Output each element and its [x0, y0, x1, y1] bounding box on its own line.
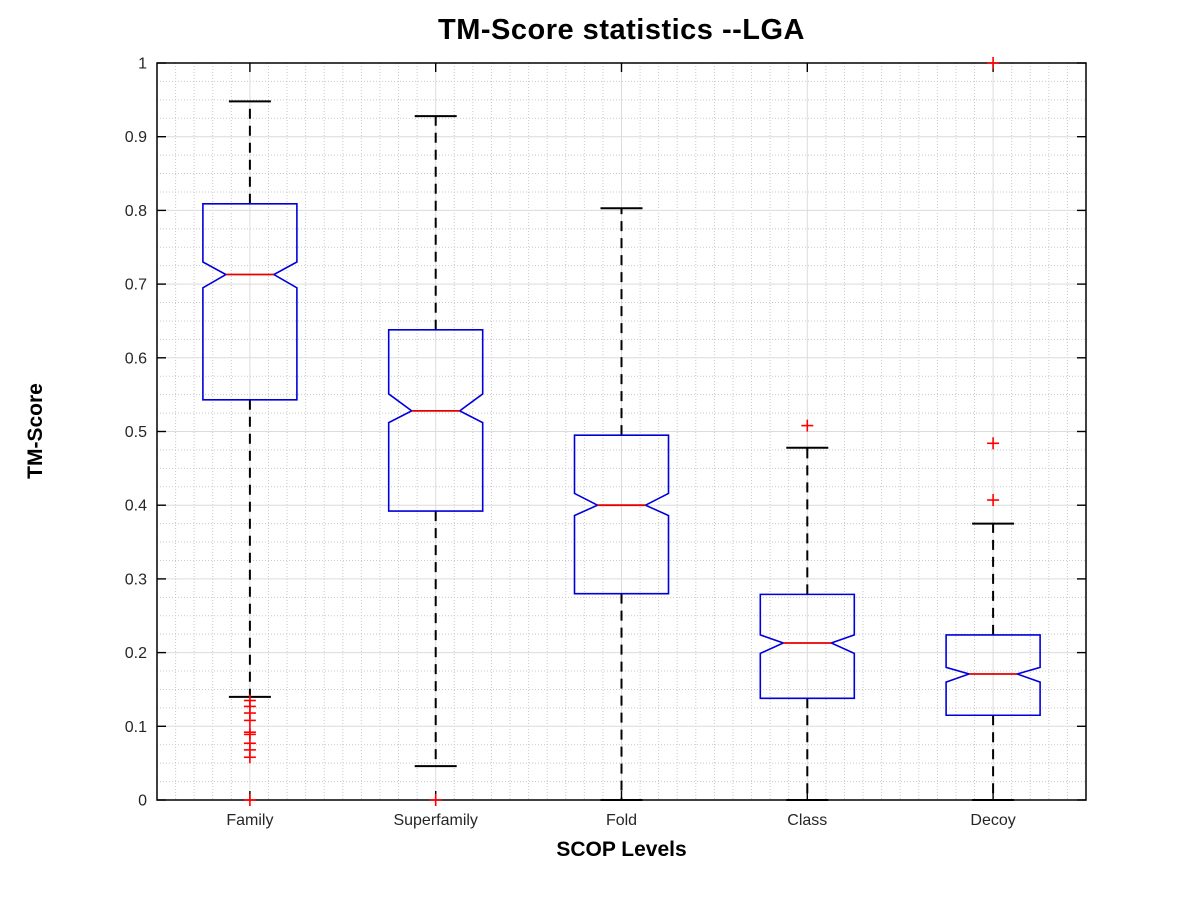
y-tick-label: 1 [138, 56, 147, 73]
boxplot-class [759, 419, 856, 801]
y-tick-label: 0.4 [125, 498, 147, 515]
box-outline [202, 202, 298, 401]
outlier-marker [243, 751, 256, 764]
outlier-marker [243, 794, 256, 806]
box-outline [573, 434, 670, 595]
box-outline [387, 328, 484, 512]
x-tick-label: Fold [606, 812, 637, 829]
boxplot-family [202, 100, 298, 806]
box-outline [945, 634, 1041, 717]
outlier-marker [987, 57, 1000, 69]
y-tick-label: 0.9 [125, 129, 147, 146]
x-tick-label: Class [787, 812, 827, 829]
outlier-marker [243, 714, 256, 727]
y-tick-label: 0.3 [125, 571, 147, 588]
outlier-marker [987, 437, 1000, 450]
outlier-marker [429, 794, 442, 806]
y-tick-label: 0.1 [125, 719, 147, 736]
y-tick-label: 0 [138, 793, 147, 810]
tick-labels: 0 0.1 0.2 0.3 0.4 0.5 0.6 0.7 0.8 0.9 1 Family Super… [125, 56, 1016, 830]
boxplot-fold [573, 207, 670, 801]
boxplot-superfamily [387, 115, 484, 806]
boxplot-decoy [945, 57, 1041, 801]
y-tick-label: 0.8 [125, 203, 147, 220]
x-axis-label: SCOP Levels [556, 838, 687, 861]
box-outline [759, 593, 856, 700]
outlier-marker [801, 419, 814, 432]
x-tick-label: Family [226, 812, 273, 829]
y-tick-label: 0.5 [125, 424, 147, 441]
y-tick-label: 0.2 [125, 645, 147, 662]
x-tick-label: Superfamily [393, 812, 477, 829]
outlier-marker [987, 494, 1000, 507]
chart-title: TM-Score statistics --LGA [438, 14, 805, 46]
x-tick-label: Decoy [970, 812, 1015, 829]
y-tick-label: 0.6 [125, 350, 147, 367]
y-tick-label: 0.7 [125, 277, 147, 294]
minor-grid [157, 63, 1086, 800]
